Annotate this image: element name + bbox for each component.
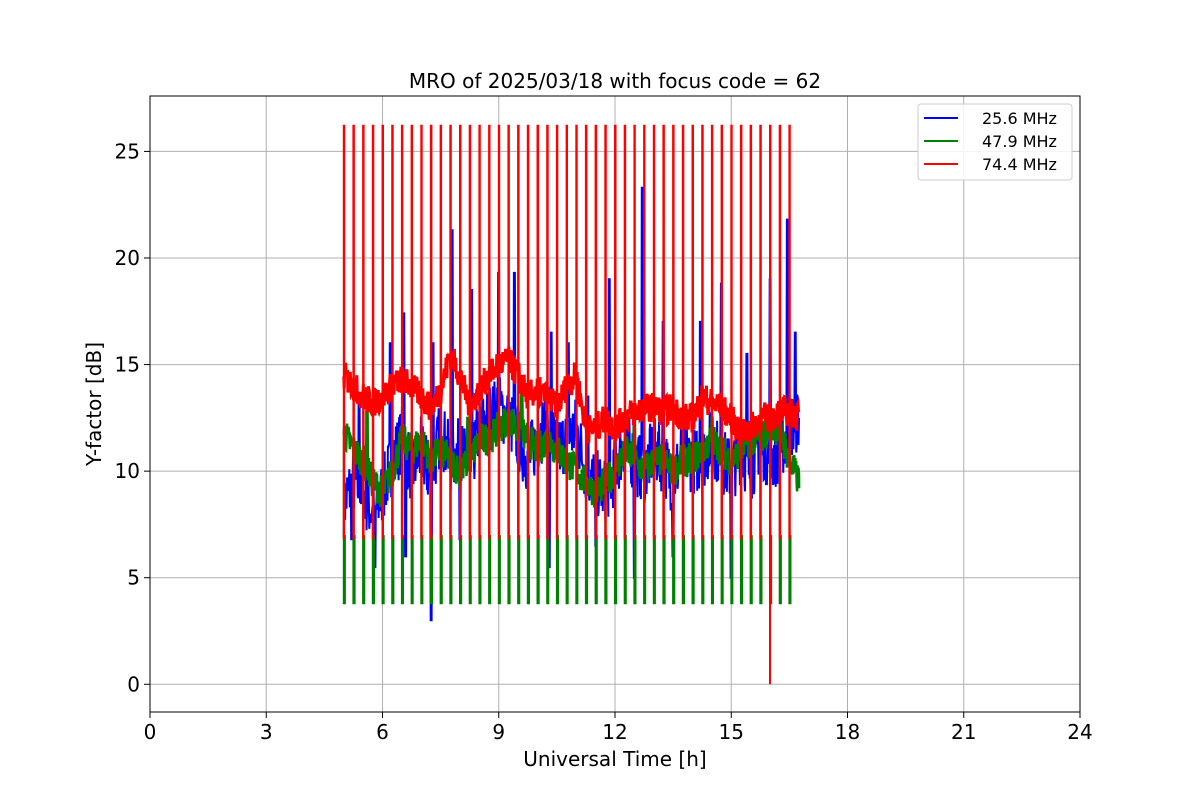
series-cycles-47-9 — [342, 417, 792, 605]
y-tick-label: 0 — [127, 672, 140, 696]
y-tick-label: 25 — [115, 139, 140, 163]
x-tick-label: 21 — [951, 720, 976, 744]
y-tick-label: 5 — [127, 566, 140, 590]
chart-title: MRO of 2025/03/18 with focus code = 62 — [409, 69, 821, 93]
legend-label-74-4: 74.4 MHz — [982, 155, 1057, 174]
x-axis-label: Universal Time [h] — [523, 747, 706, 771]
legend-label-47-9: 47.9 MHz — [982, 132, 1057, 151]
x-tick-label: 0 — [144, 720, 157, 744]
legend-label-25-6: 25.6 MHz — [982, 109, 1057, 128]
y-tick-label: 15 — [115, 353, 140, 377]
tick-layer: 0 3 6 9 12 15 18 21 24 0 5 10 15 20 25 — [115, 139, 1093, 744]
x-tick-label: 18 — [835, 720, 860, 744]
x-tick-label: 12 — [602, 720, 627, 744]
legend: 25.6 MHz 47.9 MHz 74.4 MHz — [917, 103, 1073, 181]
x-tick-label: 9 — [492, 720, 505, 744]
series-line-47-9 — [342, 384, 801, 508]
x-tick-label: 15 — [719, 720, 744, 744]
series-line-25-6 — [342, 186, 800, 622]
series-layer — [342, 124, 801, 685]
y-tick-label: 10 — [115, 459, 140, 483]
x-tick-label: 3 — [260, 720, 273, 744]
x-tick-label: 24 — [1067, 720, 1092, 744]
series-line-74-4 — [342, 346, 801, 446]
legend-box — [917, 103, 1073, 181]
x-tick-label: 6 — [376, 720, 389, 744]
y-tick-label: 20 — [115, 246, 140, 270]
y-axis-label: Y-factor [dB] — [82, 342, 106, 467]
series-spikes-74-4 — [342, 124, 791, 540]
